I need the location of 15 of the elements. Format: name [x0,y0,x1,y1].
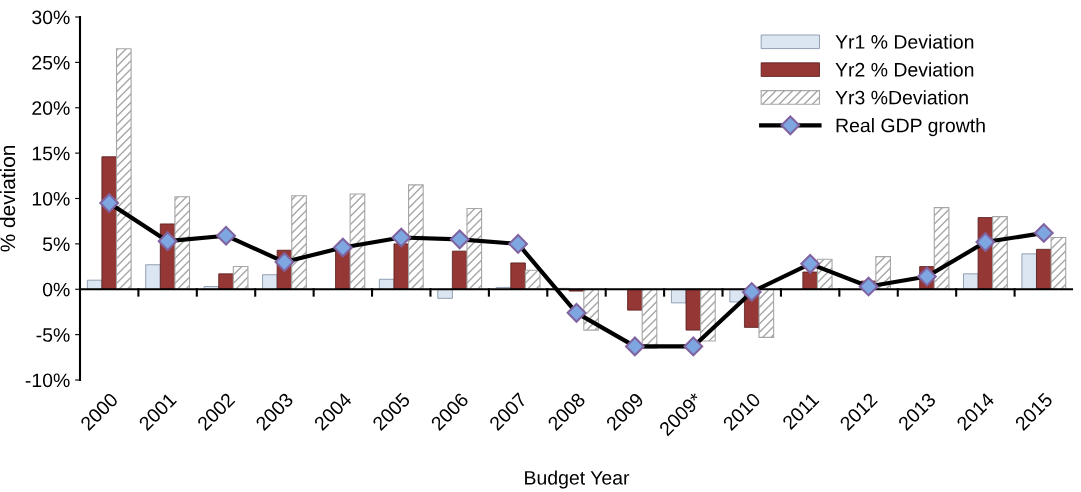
legend-label: Real GDP growth [836,118,985,137]
y-tick-label: -10% [25,373,70,388]
legend-label: Yr1 % Deviation [835,34,974,49]
y-tick-label: 10% [32,191,70,206]
y-tick-label: 20% [32,101,70,115]
y-tick-label: -5% [36,328,70,342]
y-tick-label: 15% [32,146,70,161]
y-axis-title: % deviation [0,146,16,252]
y-tick-label: 30% [32,10,70,25]
x-axis-title: Budget Year [525,470,630,489]
legend-label: Yr3 %Deviation [835,90,968,105]
y-tick-label: 25% [32,55,70,70]
legend-label: Yr2 % Deviation [835,62,974,77]
y-tick-label: 5% [42,237,70,252]
y-tick-label: 0% [42,282,70,297]
